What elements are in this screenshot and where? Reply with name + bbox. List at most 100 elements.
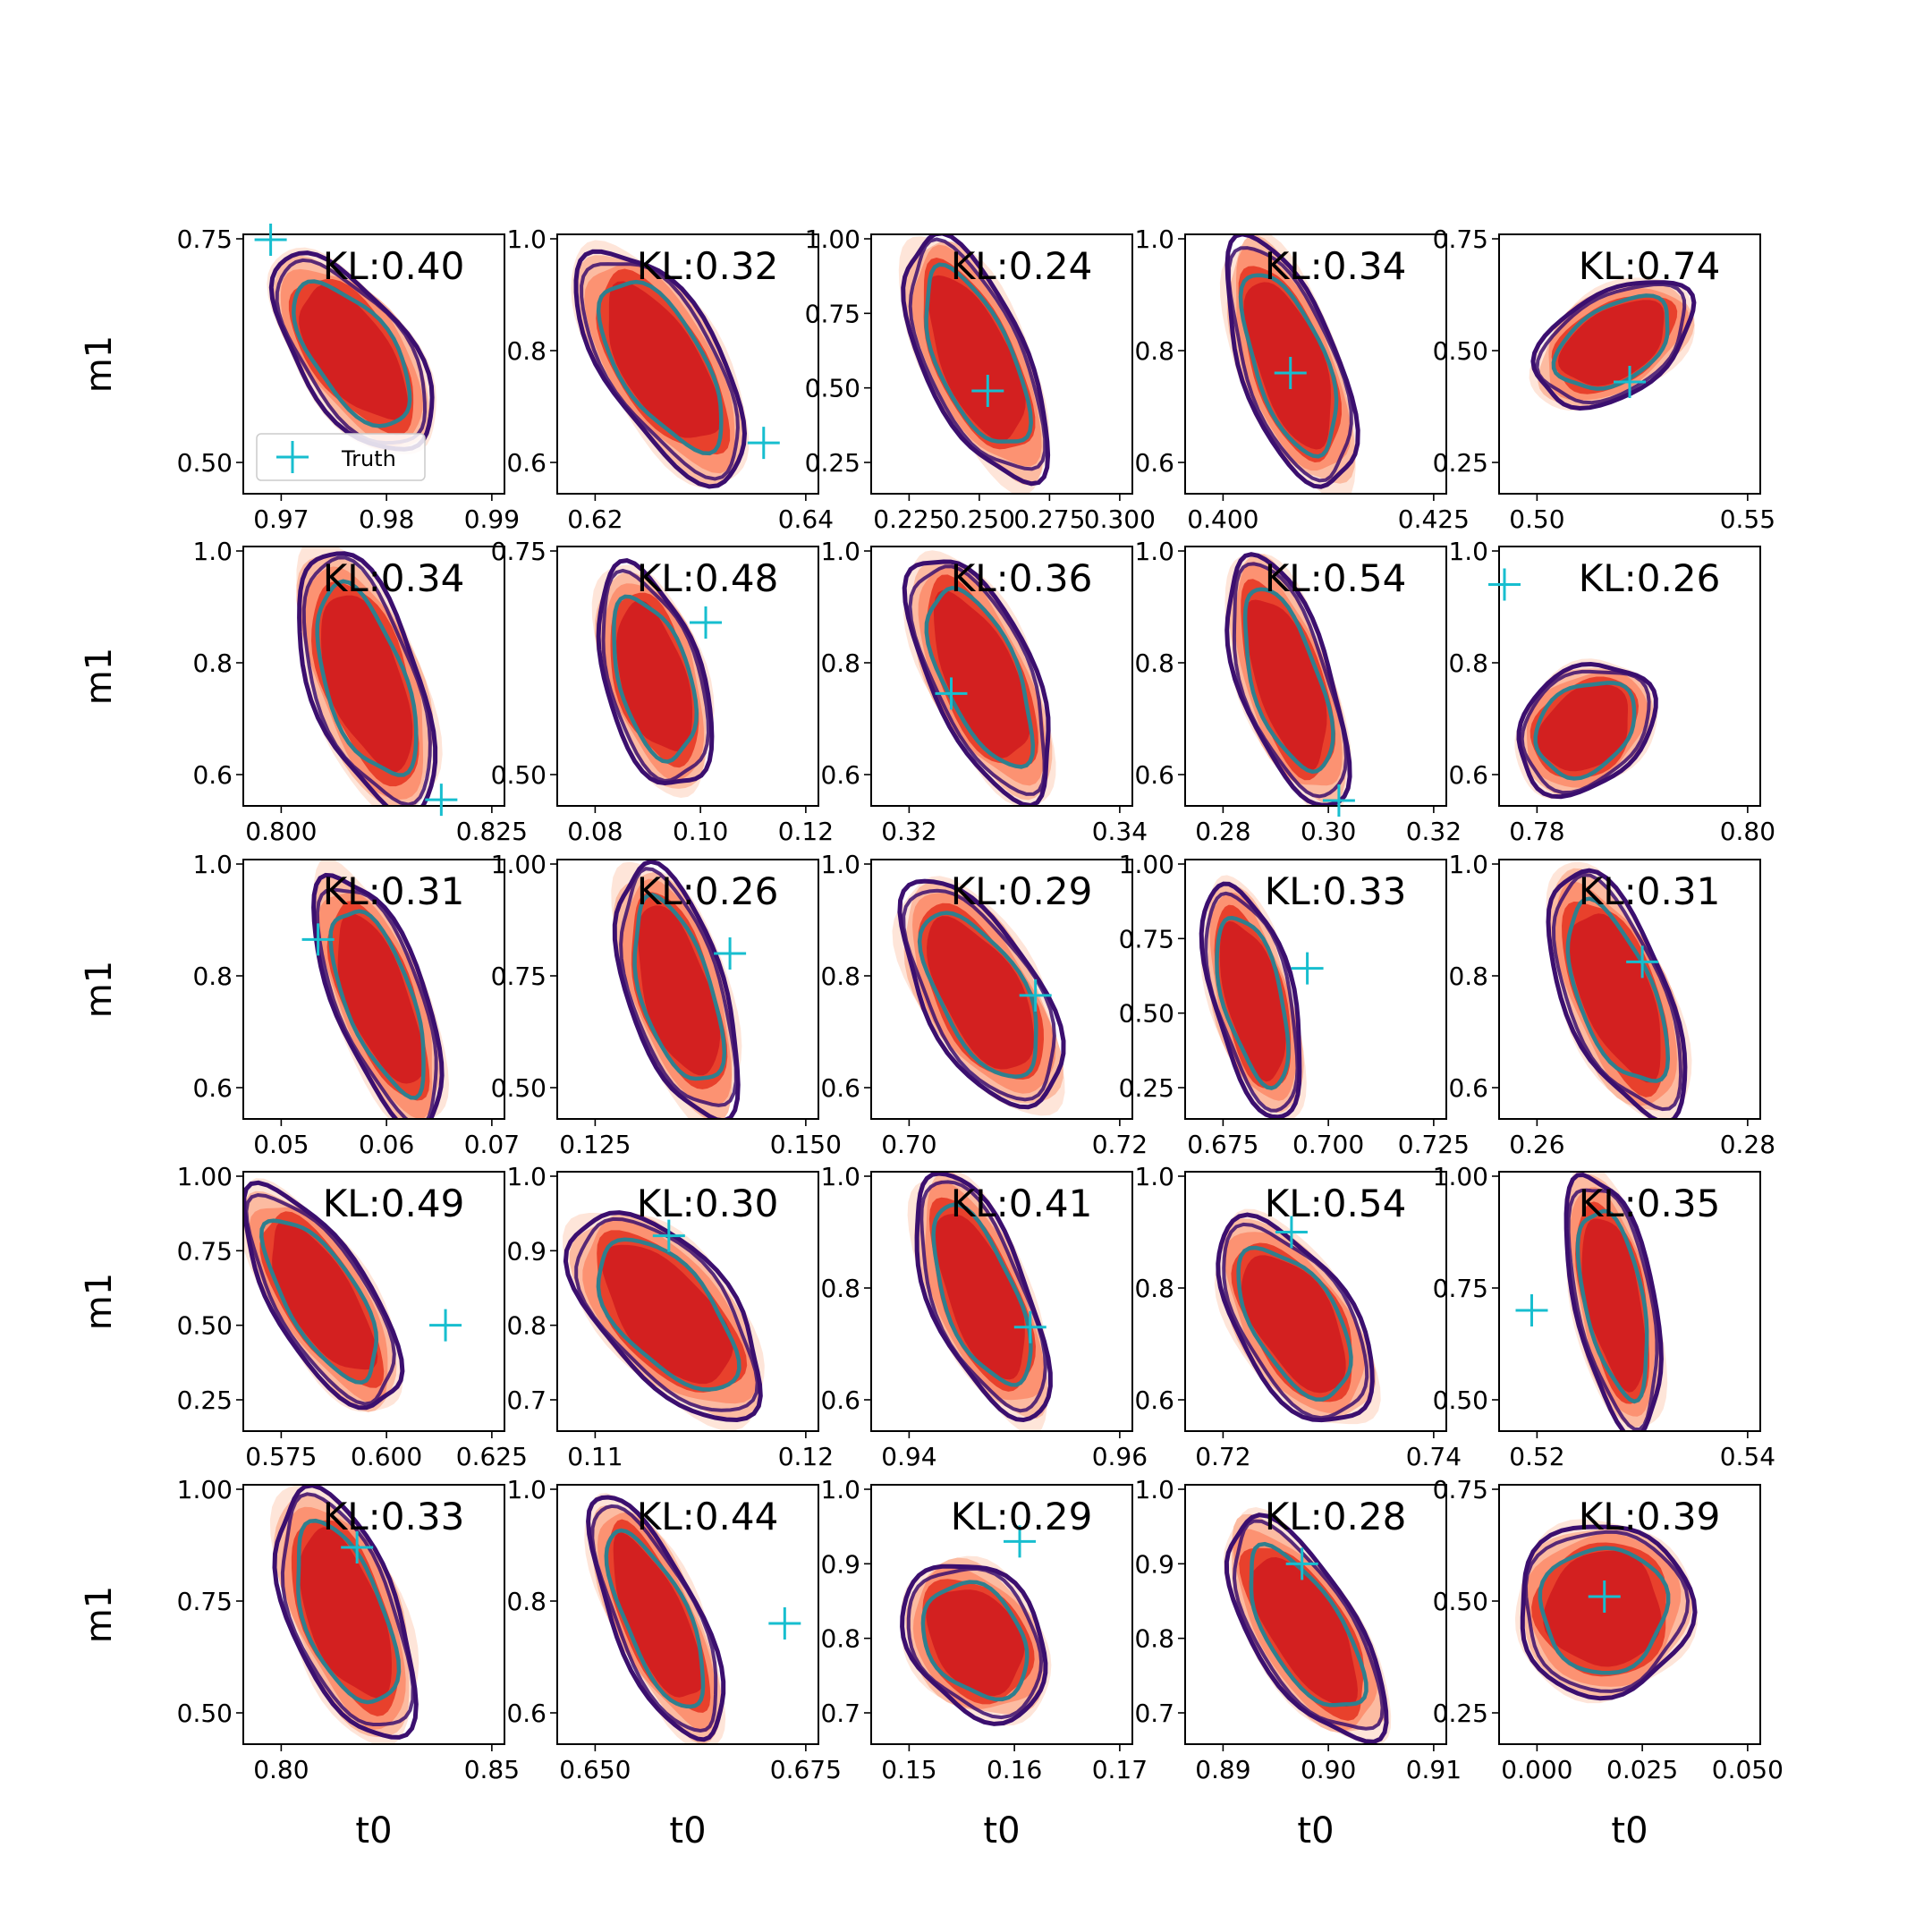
- x-tick-label: 0.650: [559, 1755, 631, 1784]
- x-tick-label: 0.28: [1195, 817, 1250, 846]
- axes-frame: [242, 546, 505, 807]
- truth-marker: [1588, 1580, 1621, 1613]
- y-tick-label: 1.00: [805, 225, 860, 254]
- kl-label: KL:0.34: [1265, 244, 1407, 288]
- x-tick-label: 0.10: [673, 817, 728, 846]
- density-fill-4: [337, 913, 425, 1084]
- y-tick-label: 0.8: [506, 336, 547, 366]
- contour-outer: [902, 559, 1051, 806]
- y-axis-label: m1: [79, 1273, 120, 1330]
- axes-frame: [870, 859, 1133, 1120]
- y-tick-label: 0.6: [820, 760, 860, 790]
- contour-mid: [919, 1180, 1047, 1413]
- y-tick-label: 0.8: [192, 962, 233, 991]
- contour-inner: [1538, 1546, 1671, 1675]
- density-fill-4: [927, 916, 1035, 1070]
- y-tick-label: 0.8: [820, 1624, 860, 1654]
- truth-marker: [1515, 1294, 1548, 1326]
- x-tick-label: 0.97: [253, 504, 309, 534]
- contour-inner: [1565, 896, 1671, 1083]
- axes-frame: [556, 859, 819, 1120]
- axes-frame: [1498, 233, 1761, 495]
- kl-label: KL:0.74: [1579, 244, 1721, 288]
- kl-label: KL:0.31: [1579, 869, 1721, 913]
- density-fill-4: [1581, 1218, 1646, 1393]
- y-tick-label: 0.8: [506, 1587, 547, 1616]
- contour-mid: [619, 867, 738, 1107]
- y-tick-label: 0.9: [1134, 1549, 1174, 1579]
- x-tick-label: 0.275: [1013, 504, 1085, 534]
- y-tick-label: 0.6: [820, 1073, 860, 1103]
- contour-mid: [315, 887, 438, 1119]
- x-axis-label: t0: [355, 1810, 392, 1852]
- kl-label: KL:0.36: [951, 556, 1093, 600]
- truth-marker: [1274, 357, 1307, 389]
- density-fill-4: [321, 595, 413, 773]
- kl-label: KL:0.33: [323, 1495, 465, 1538]
- contour-mid: [1520, 669, 1651, 795]
- truth-marker: [1004, 1525, 1037, 1558]
- y-tick-label: 0.6: [1448, 760, 1488, 790]
- x-tick-label: 0.025: [1606, 1755, 1678, 1784]
- x-tick-label: 0.050: [1712, 1755, 1784, 1784]
- x-tick-label: 0.225: [873, 504, 945, 534]
- y-tick-label: 1.0: [820, 1162, 860, 1191]
- y-tick-label: 1.0: [1134, 1475, 1174, 1504]
- x-tick-label: 0.725: [1398, 1130, 1470, 1159]
- axes-frame: [1184, 1171, 1447, 1432]
- density-fill-4: [926, 1589, 1025, 1697]
- y-tick-label: 0.8: [1134, 648, 1174, 678]
- truth-marker: [935, 677, 968, 710]
- kl-label: KL:0.49: [323, 1182, 465, 1225]
- y-tick-label: 0.8: [1448, 648, 1488, 678]
- y-tick-label: 0.6: [1448, 1073, 1488, 1103]
- x-tick-label: 0.50: [1509, 504, 1564, 534]
- panel-4-4: 0.000 0.025 0.050 0.25 0.50 0.75 KL:0.39 t0: [1433, 1475, 1784, 1852]
- y-tick-label: 0.6: [1134, 760, 1174, 790]
- contour-outer: [1224, 1513, 1389, 1744]
- contour-mid: [590, 1504, 718, 1733]
- y-axis-label: m1: [79, 1586, 120, 1643]
- truth-marker: [1614, 366, 1646, 398]
- density-fill-4: [272, 1220, 378, 1370]
- panel-0-3: 0.400 0.425 0.6 0.8 1.0 KL:0.34: [1134, 225, 1469, 534]
- contour-inner: [604, 1528, 706, 1709]
- y-tick-label: 0.25: [177, 1385, 233, 1415]
- contour-inner: [1249, 1541, 1368, 1707]
- panel-0-1: 0.62 0.64 0.6 0.8 1.0 KL:0.32: [506, 225, 834, 534]
- contour-mid: [1232, 562, 1349, 799]
- density-fill-4: [927, 275, 1026, 442]
- y-tick-label: 0.6: [1134, 448, 1174, 478]
- x-tick-label: 0.06: [359, 1130, 414, 1159]
- panel-1-1: 0.08 0.10 0.12 0.50 0.75 KL:0.48: [491, 537, 834, 846]
- contour-outer: [897, 878, 1066, 1110]
- contour-inner: [315, 579, 419, 777]
- truth-marker: [1626, 945, 1659, 979]
- contour-outer: [1224, 552, 1352, 806]
- density-fill-4: [1219, 920, 1286, 1082]
- x-axis-label: t0: [669, 1810, 706, 1852]
- y-tick-label: 0.25: [1119, 1073, 1174, 1103]
- y-tick-label: 0.6: [1134, 1385, 1174, 1415]
- y-tick-label: 0.75: [177, 225, 233, 254]
- y-tick-label: 1.0: [506, 225, 547, 254]
- contour-outer: [1216, 1212, 1375, 1423]
- contour-inner: [292, 279, 412, 428]
- panel-3-2: 0.94 0.96 0.6 0.8 1.0 KL:0.41: [820, 1162, 1148, 1471]
- x-tick-label: 0.91: [1406, 1755, 1462, 1784]
- contour-inner: [632, 893, 727, 1081]
- contour-outer: [596, 558, 715, 786]
- contour-inner: [259, 1218, 379, 1385]
- axes-frame: [242, 1171, 505, 1432]
- truth-marker: [1285, 1547, 1318, 1580]
- y-tick-label: 0.50: [1433, 1587, 1488, 1616]
- x-tick-label: 0.52: [1509, 1442, 1564, 1471]
- panel-4-0: 0.80 0.85 0.50 0.75 1.00 KL:0.33 m1 t0: [79, 1475, 520, 1852]
- axes-frame: [870, 233, 1133, 495]
- x-tick-label: 0.150: [770, 1130, 842, 1159]
- x-tick-label: 0.55: [1720, 504, 1775, 534]
- density-fill-4: [1244, 599, 1327, 771]
- y-tick-label: 1.0: [1134, 225, 1174, 254]
- x-axis-label: t0: [1297, 1810, 1334, 1852]
